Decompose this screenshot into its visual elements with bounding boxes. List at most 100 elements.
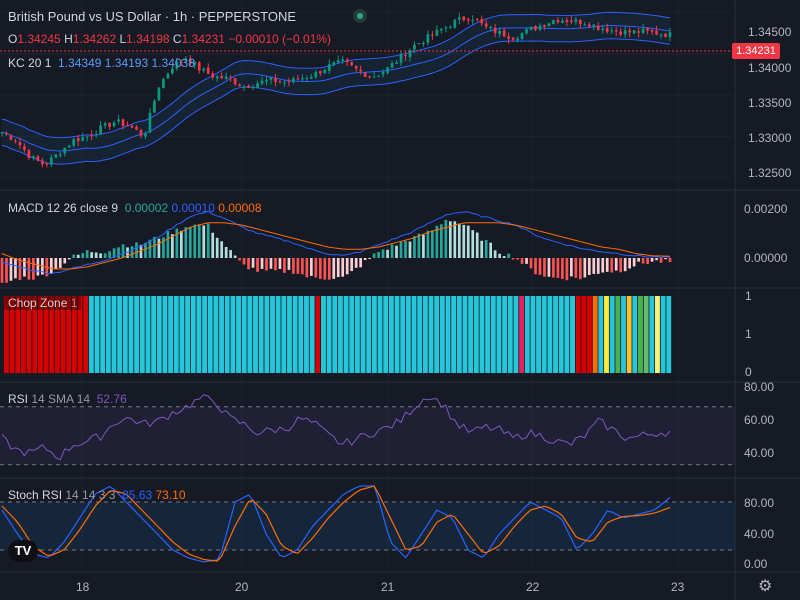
chop-zone-bar (230, 296, 236, 373)
candle-body (166, 73, 170, 79)
last-price-tag: 1.34231 (732, 43, 780, 59)
macd-histogram-bar (462, 224, 466, 258)
chop-zone-bar (20, 296, 26, 373)
macd-histogram-bar (238, 258, 241, 261)
chop-zone-bar (417, 296, 423, 373)
chop-zone-bar (575, 296, 581, 373)
candle-body (440, 29, 443, 31)
macd-histogram-bar (278, 258, 282, 269)
chop-zone-bar (219, 296, 224, 373)
chop-zone-bar (547, 296, 553, 373)
macd-histogram-bar (480, 240, 484, 258)
chop-zone-bar (388, 296, 394, 373)
candle-body (511, 37, 515, 40)
candle-body (610, 30, 614, 32)
chop-zone-bar (241, 296, 247, 373)
macd-histogram-bar (664, 258, 667, 260)
chop-zone-bar (587, 296, 592, 373)
macd-histogram-bar (592, 258, 596, 274)
kc-params: 20 1 (28, 56, 52, 70)
macd-histogram-bar (601, 258, 605, 273)
tradingview-logo[interactable]: TV (8, 540, 38, 562)
chop-zone-bar (236, 296, 241, 373)
candle-body (372, 76, 376, 78)
macd-histogram-bar (0, 258, 4, 283)
chop-zone-bar (349, 296, 355, 373)
kc-basis-line (1, 24, 671, 152)
macd-tick-1: 0.00000 (744, 251, 788, 265)
macd-histogram-bar (587, 258, 591, 275)
rsi-legend[interactable]: RSI 14 SMA 14 52.76 (8, 392, 127, 406)
chop-zone-bar (592, 296, 598, 373)
chop-zone-bar (54, 296, 60, 373)
chop-zone-bar (94, 296, 100, 373)
macd-histogram-bar (390, 244, 394, 258)
chop-zone-bar (275, 296, 281, 373)
macd-histogram-bar (399, 241, 403, 258)
macd-histogram-bar (274, 258, 277, 271)
stoch-k-line (1, 485, 671, 563)
macd-histogram-bar (538, 258, 542, 275)
chop-zone-bar (564, 296, 570, 373)
chop-zone-bar (570, 296, 575, 373)
chop-zone-bar (621, 296, 626, 373)
candle-body (592, 24, 596, 28)
candle-body (489, 27, 493, 29)
candle-body (368, 76, 371, 78)
chop-zone-bar (139, 296, 145, 373)
candle-body (493, 27, 497, 34)
rsi-params: 14 SMA 14 (31, 392, 91, 406)
macd-legend[interactable]: MACD 12 26 close 9 0.00002 0.00010 0.000… (8, 201, 262, 215)
candle-body (139, 129, 143, 136)
chop-zone-bar (309, 296, 315, 373)
candle-body (632, 30, 636, 34)
macd-histogram-bar (153, 236, 156, 258)
chop-zone-bar (179, 296, 185, 373)
candle-body (260, 80, 264, 84)
macd-histogram-bar (193, 224, 197, 258)
candle-body (211, 73, 215, 78)
candle-body (197, 62, 201, 71)
chop-zone-bar (134, 296, 140, 373)
macd-histogram-bar (85, 250, 89, 258)
macd-histogram-bar (561, 258, 564, 279)
chop-zone-bar (326, 296, 332, 373)
candle-body (103, 123, 107, 126)
chop-legend[interactable]: Chop Zone 1 (4, 296, 82, 310)
macd-histogram-bar (574, 258, 578, 278)
macd-histogram-bar (516, 258, 519, 260)
macd-histogram-bar (256, 258, 259, 272)
chop-zone-bar (485, 296, 491, 373)
market-status-icon (353, 9, 367, 23)
candle-body (256, 83, 259, 89)
macd-histogram-bar (211, 232, 215, 258)
chop-params: 1 (70, 296, 78, 310)
macd-histogram-bar (440, 224, 443, 258)
macd-histogram-bar (166, 231, 170, 258)
candle-body (377, 75, 380, 77)
macd-histogram-bar (314, 258, 318, 278)
candle-body (431, 34, 434, 36)
settings-gear-icon[interactable]: ⚙ (758, 578, 773, 595)
kc-legend[interactable]: KC 20 1 1.34349 1.34193 1.34038 (8, 56, 195, 70)
chop-zone-bar (536, 296, 541, 373)
stoch-legend[interactable]: Stoch RSI 14 14 3 3 85.63 73.10 (8, 488, 186, 502)
candle-body (318, 71, 322, 74)
chop-zone-bar (649, 296, 655, 373)
chop-zone-bar (383, 296, 389, 373)
macd-histogram-bar (135, 242, 138, 258)
candle-body (99, 125, 102, 135)
stoch-tick-2: 0.00 (744, 557, 768, 571)
chop-zone-bar (490, 296, 496, 373)
macd-histogram-bar (296, 258, 300, 274)
chop-zone-bar (77, 296, 83, 373)
macd-histogram-bar (552, 258, 555, 278)
macd-histogram-bar (121, 244, 125, 258)
macd-histogram-bar (215, 237, 219, 258)
macd-histogram-bar (242, 258, 246, 265)
macd-histogram-bar (157, 238, 161, 258)
chop-zone-bar (541, 296, 547, 373)
kc-lower-line (1, 38, 671, 165)
candle-body (502, 30, 506, 37)
